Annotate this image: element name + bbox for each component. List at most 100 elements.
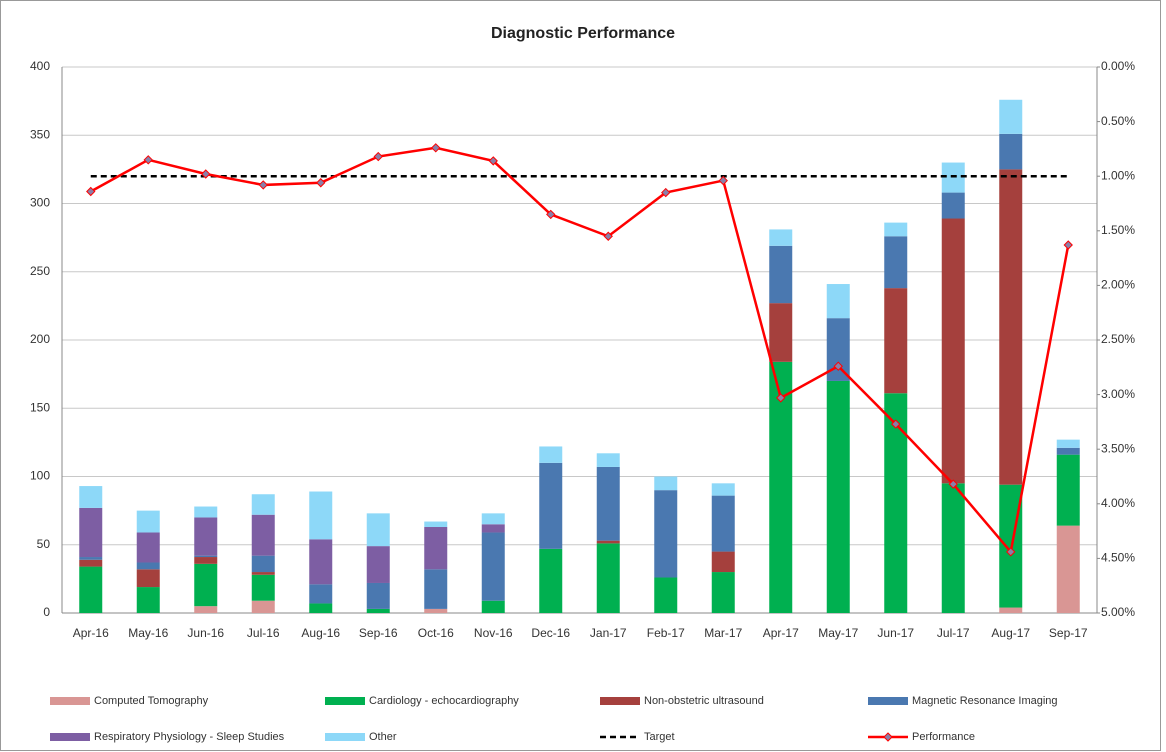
- x-tick-label: Jan-17: [590, 626, 627, 640]
- bar-segment: [481, 524, 505, 533]
- bar-segment: [769, 245, 793, 304]
- bar-segment: [194, 563, 218, 607]
- line-marker: [603, 231, 613, 241]
- y2-tick-label: 0.50%: [1101, 114, 1135, 128]
- legend-label: Respiratory Physiology - Sleep Studies: [94, 731, 285, 743]
- legend-marker: [883, 732, 893, 742]
- bar-segment: [251, 574, 275, 601]
- bar-segment: [79, 557, 103, 560]
- x-tick-label: Nov-16: [474, 626, 513, 640]
- bar-segment: [481, 600, 505, 613]
- bar-segment: [654, 490, 678, 578]
- y-tick-label: 350: [30, 127, 50, 141]
- line-marker: [948, 479, 958, 489]
- x-tick-label: Apr-16: [73, 626, 109, 640]
- bar-segment: [79, 507, 103, 558]
- bar-segment: [539, 462, 563, 549]
- line-marker: [488, 156, 498, 166]
- y2-tick-label: 1.50%: [1101, 223, 1135, 237]
- bar-segment: [654, 476, 678, 491]
- bar-segment: [941, 162, 965, 193]
- y-tick-label: 400: [30, 59, 50, 73]
- bar-segment: [884, 288, 908, 394]
- bar-segment: [999, 133, 1023, 170]
- x-tick-label: Mar-17: [704, 626, 742, 640]
- y-tick-label: 50: [37, 537, 51, 551]
- bar-segment: [194, 557, 218, 564]
- bar-segment: [136, 569, 160, 588]
- line-marker: [891, 419, 901, 429]
- bar-segment: [999, 99, 1023, 134]
- line-marker: [86, 186, 96, 197]
- line-marker: [201, 169, 211, 179]
- x-tick-label: Aug-17: [991, 626, 1030, 640]
- line-marker: [143, 155, 153, 165]
- y2-tick-label: 3.50%: [1101, 441, 1135, 455]
- bar-segment: [539, 446, 563, 463]
- y2-tick-label: 1.00%: [1101, 168, 1135, 182]
- bar-segment: [1056, 447, 1080, 455]
- line-marker: [373, 151, 383, 162]
- bar-segment: [194, 506, 218, 518]
- bar-segment: [366, 582, 390, 609]
- bar-segment: [424, 521, 448, 528]
- bar-segment: [79, 486, 103, 508]
- legend-label: Computed Tomography: [94, 695, 209, 707]
- bar-segment: [251, 514, 275, 556]
- bar-segment: [309, 491, 333, 540]
- x-tick-label: May-17: [818, 626, 858, 640]
- bar-segment: [654, 577, 678, 613]
- legend-label: Target: [644, 731, 675, 743]
- bar-segment: [884, 236, 908, 289]
- bar-segment: [1056, 454, 1080, 526]
- bar-segment: [596, 453, 620, 467]
- legend-swatch: [868, 697, 908, 705]
- bar-segment: [999, 607, 1023, 613]
- bar-segment: [711, 495, 735, 552]
- line-marker: [718, 175, 728, 186]
- y2-tick-label: 4.50%: [1101, 551, 1135, 565]
- legend-swatch: [600, 697, 640, 705]
- legend-label: Magnetic Resonance Imaging: [912, 695, 1058, 707]
- bar-segment: [826, 284, 850, 319]
- x-tick-label: Jun-16: [187, 626, 224, 640]
- y2-tick-label: 5.00%: [1101, 605, 1135, 619]
- y2-tick-label: 3.00%: [1101, 387, 1135, 401]
- bar-segment: [251, 600, 275, 613]
- x-tick-label: Dec-16: [531, 626, 570, 640]
- y2-tick-label: 2.00%: [1101, 278, 1135, 292]
- bar-segment: [884, 393, 908, 613]
- x-tick-label: Sep-16: [359, 626, 398, 640]
- bar-segment: [539, 548, 563, 613]
- x-tick-label: Sep-17: [1049, 626, 1088, 640]
- bar-segment: [136, 510, 160, 533]
- x-tick-label: Jun-17: [877, 626, 914, 640]
- x-tick-label: Aug-16: [301, 626, 340, 640]
- bar-segment: [941, 483, 965, 613]
- bar-segment: [194, 606, 218, 613]
- x-tick-label: Feb-17: [647, 626, 685, 640]
- y2-tick-label: 0.00%: [1101, 59, 1135, 73]
- bar-segment: [366, 608, 390, 613]
- bar-segment: [366, 546, 390, 583]
- x-tick-label: May-16: [128, 626, 168, 640]
- legend-label: Performance: [912, 731, 975, 743]
- line-marker: [1006, 547, 1016, 557]
- bar-segment: [136, 562, 160, 570]
- bar-segment: [711, 483, 735, 496]
- legend-label: Other: [369, 731, 397, 743]
- bar-segment: [194, 517, 218, 556]
- bar-segment: [826, 380, 850, 613]
- bar-segment: [769, 303, 793, 362]
- y-tick-label: 250: [30, 264, 50, 278]
- legend-swatch: [50, 697, 90, 705]
- bar-segment: [79, 559, 103, 567]
- bar-segment: [194, 555, 218, 558]
- line-marker: [1063, 240, 1073, 250]
- bar-segment: [79, 566, 103, 613]
- bar-segment: [884, 222, 908, 237]
- legend-swatch: [325, 733, 365, 741]
- line-marker: [833, 361, 843, 371]
- bar-segment: [941, 192, 965, 219]
